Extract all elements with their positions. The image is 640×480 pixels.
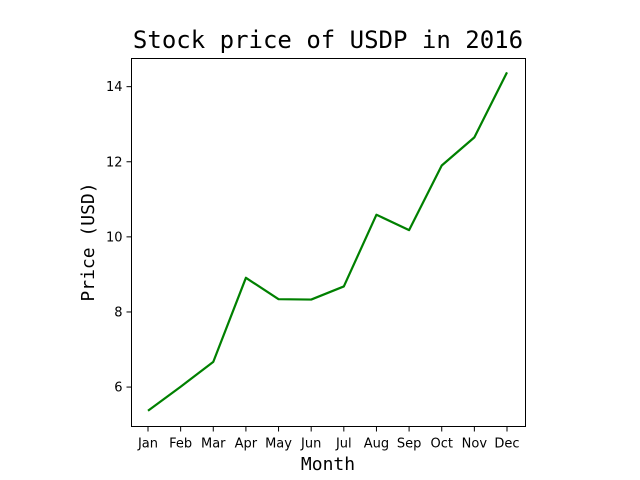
x-tick-label: Nov <box>462 437 488 452</box>
y-tick-label: 14 <box>106 80 123 95</box>
y-tick-label: 10 <box>106 230 123 245</box>
x-tick-label: Aug <box>364 437 389 452</box>
series-line <box>147 71 508 412</box>
y-axis-label: Price (USD) <box>78 182 99 301</box>
y-tick-label: 12 <box>106 155 123 170</box>
x-axis: Jan Feb Mar Apr May Jun Jul Aug Sep Oct Nov Dec <box>137 426 520 452</box>
x-tick-label: Jun <box>300 437 321 452</box>
x-axis-label: Month <box>301 454 355 475</box>
x-tick-label: Mar <box>201 437 226 452</box>
x-tick-label: May <box>265 437 292 452</box>
x-tick-label: Jan <box>137 437 158 452</box>
x-tick-label: Dec <box>494 437 519 452</box>
plot-area-frame <box>131 58 526 427</box>
x-tick-label: Oct <box>430 437 452 452</box>
y-axis: 6 8 10 12 14 <box>106 80 132 396</box>
x-tick-label: Apr <box>235 437 258 452</box>
y-tick-label: 8 <box>114 305 122 320</box>
y-tick-label: 6 <box>114 381 122 396</box>
chart-title: Stock price of USDP in 2016 <box>133 26 523 54</box>
x-tick-label: Jul <box>335 437 352 452</box>
x-tick-label: Feb <box>169 437 192 452</box>
x-tick-label: Sep <box>397 437 422 452</box>
